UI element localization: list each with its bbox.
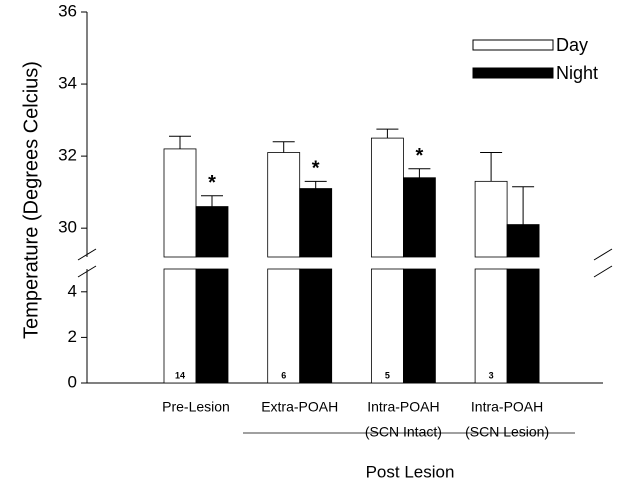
significance-mark: * [416, 145, 424, 167]
error-bar [201, 195, 223, 207]
legend-swatch [472, 39, 554, 51]
sample-size: 5 [385, 370, 390, 380]
axis-break [77, 265, 97, 278]
bar-base [402, 268, 436, 384]
y-axis-label: Temperature (Degrees Celcius) [20, 61, 42, 339]
y-tick-label: 0 [68, 372, 77, 391]
bar [402, 177, 436, 258]
bar-base [163, 268, 197, 384]
significance-mark: * [312, 158, 320, 180]
bar-base [267, 268, 301, 384]
bar [474, 180, 508, 258]
y-tick-label: 4 [68, 281, 77, 300]
error-bar [512, 186, 535, 225]
error-bar [480, 152, 503, 182]
x-tick-label: Extra-POAH [261, 399, 338, 415]
bar [506, 224, 540, 258]
bar-base [195, 268, 229, 384]
bar-base [370, 268, 404, 384]
bar [267, 152, 301, 258]
bar [299, 188, 333, 258]
y-tick-label: 32 [58, 146, 77, 165]
error-bar [304, 180, 327, 189]
bar [195, 206, 229, 258]
sample-size: 3 [489, 370, 494, 380]
legend-swatch [472, 67, 554, 79]
axis-break [77, 248, 97, 261]
y-tick-label: 34 [58, 74, 77, 93]
bar-base [474, 268, 508, 384]
axis-break [593, 265, 613, 278]
x-tick-label: (SCN Intact) [365, 424, 442, 440]
sample-size: 6 [281, 370, 286, 380]
bar [163, 148, 197, 258]
significance-mark: * [208, 172, 216, 194]
legend-label: Night [556, 63, 598, 83]
axis-break [593, 248, 613, 261]
group-label: Post Lesion [366, 462, 455, 481]
y-tick-label: 36 [58, 1, 77, 20]
x-tick-label: Pre-Lesion [162, 399, 230, 415]
bar-base [299, 268, 333, 384]
error-bar [376, 128, 399, 139]
error-bar [169, 135, 191, 149]
error-bar [408, 168, 431, 178]
bar-base [506, 268, 540, 384]
x-tick-label: Intra-POAH [367, 399, 439, 415]
legend-label: Day [556, 35, 588, 55]
error-bar [272, 141, 295, 153]
x-tick-label: (SCN Lesion) [465, 424, 549, 440]
y-tick-label: 2 [68, 327, 77, 346]
bar [370, 137, 404, 258]
y-tick-label: 30 [58, 218, 77, 237]
sample-size: 14 [175, 370, 185, 380]
x-tick-label: Intra-POAH [471, 399, 543, 415]
